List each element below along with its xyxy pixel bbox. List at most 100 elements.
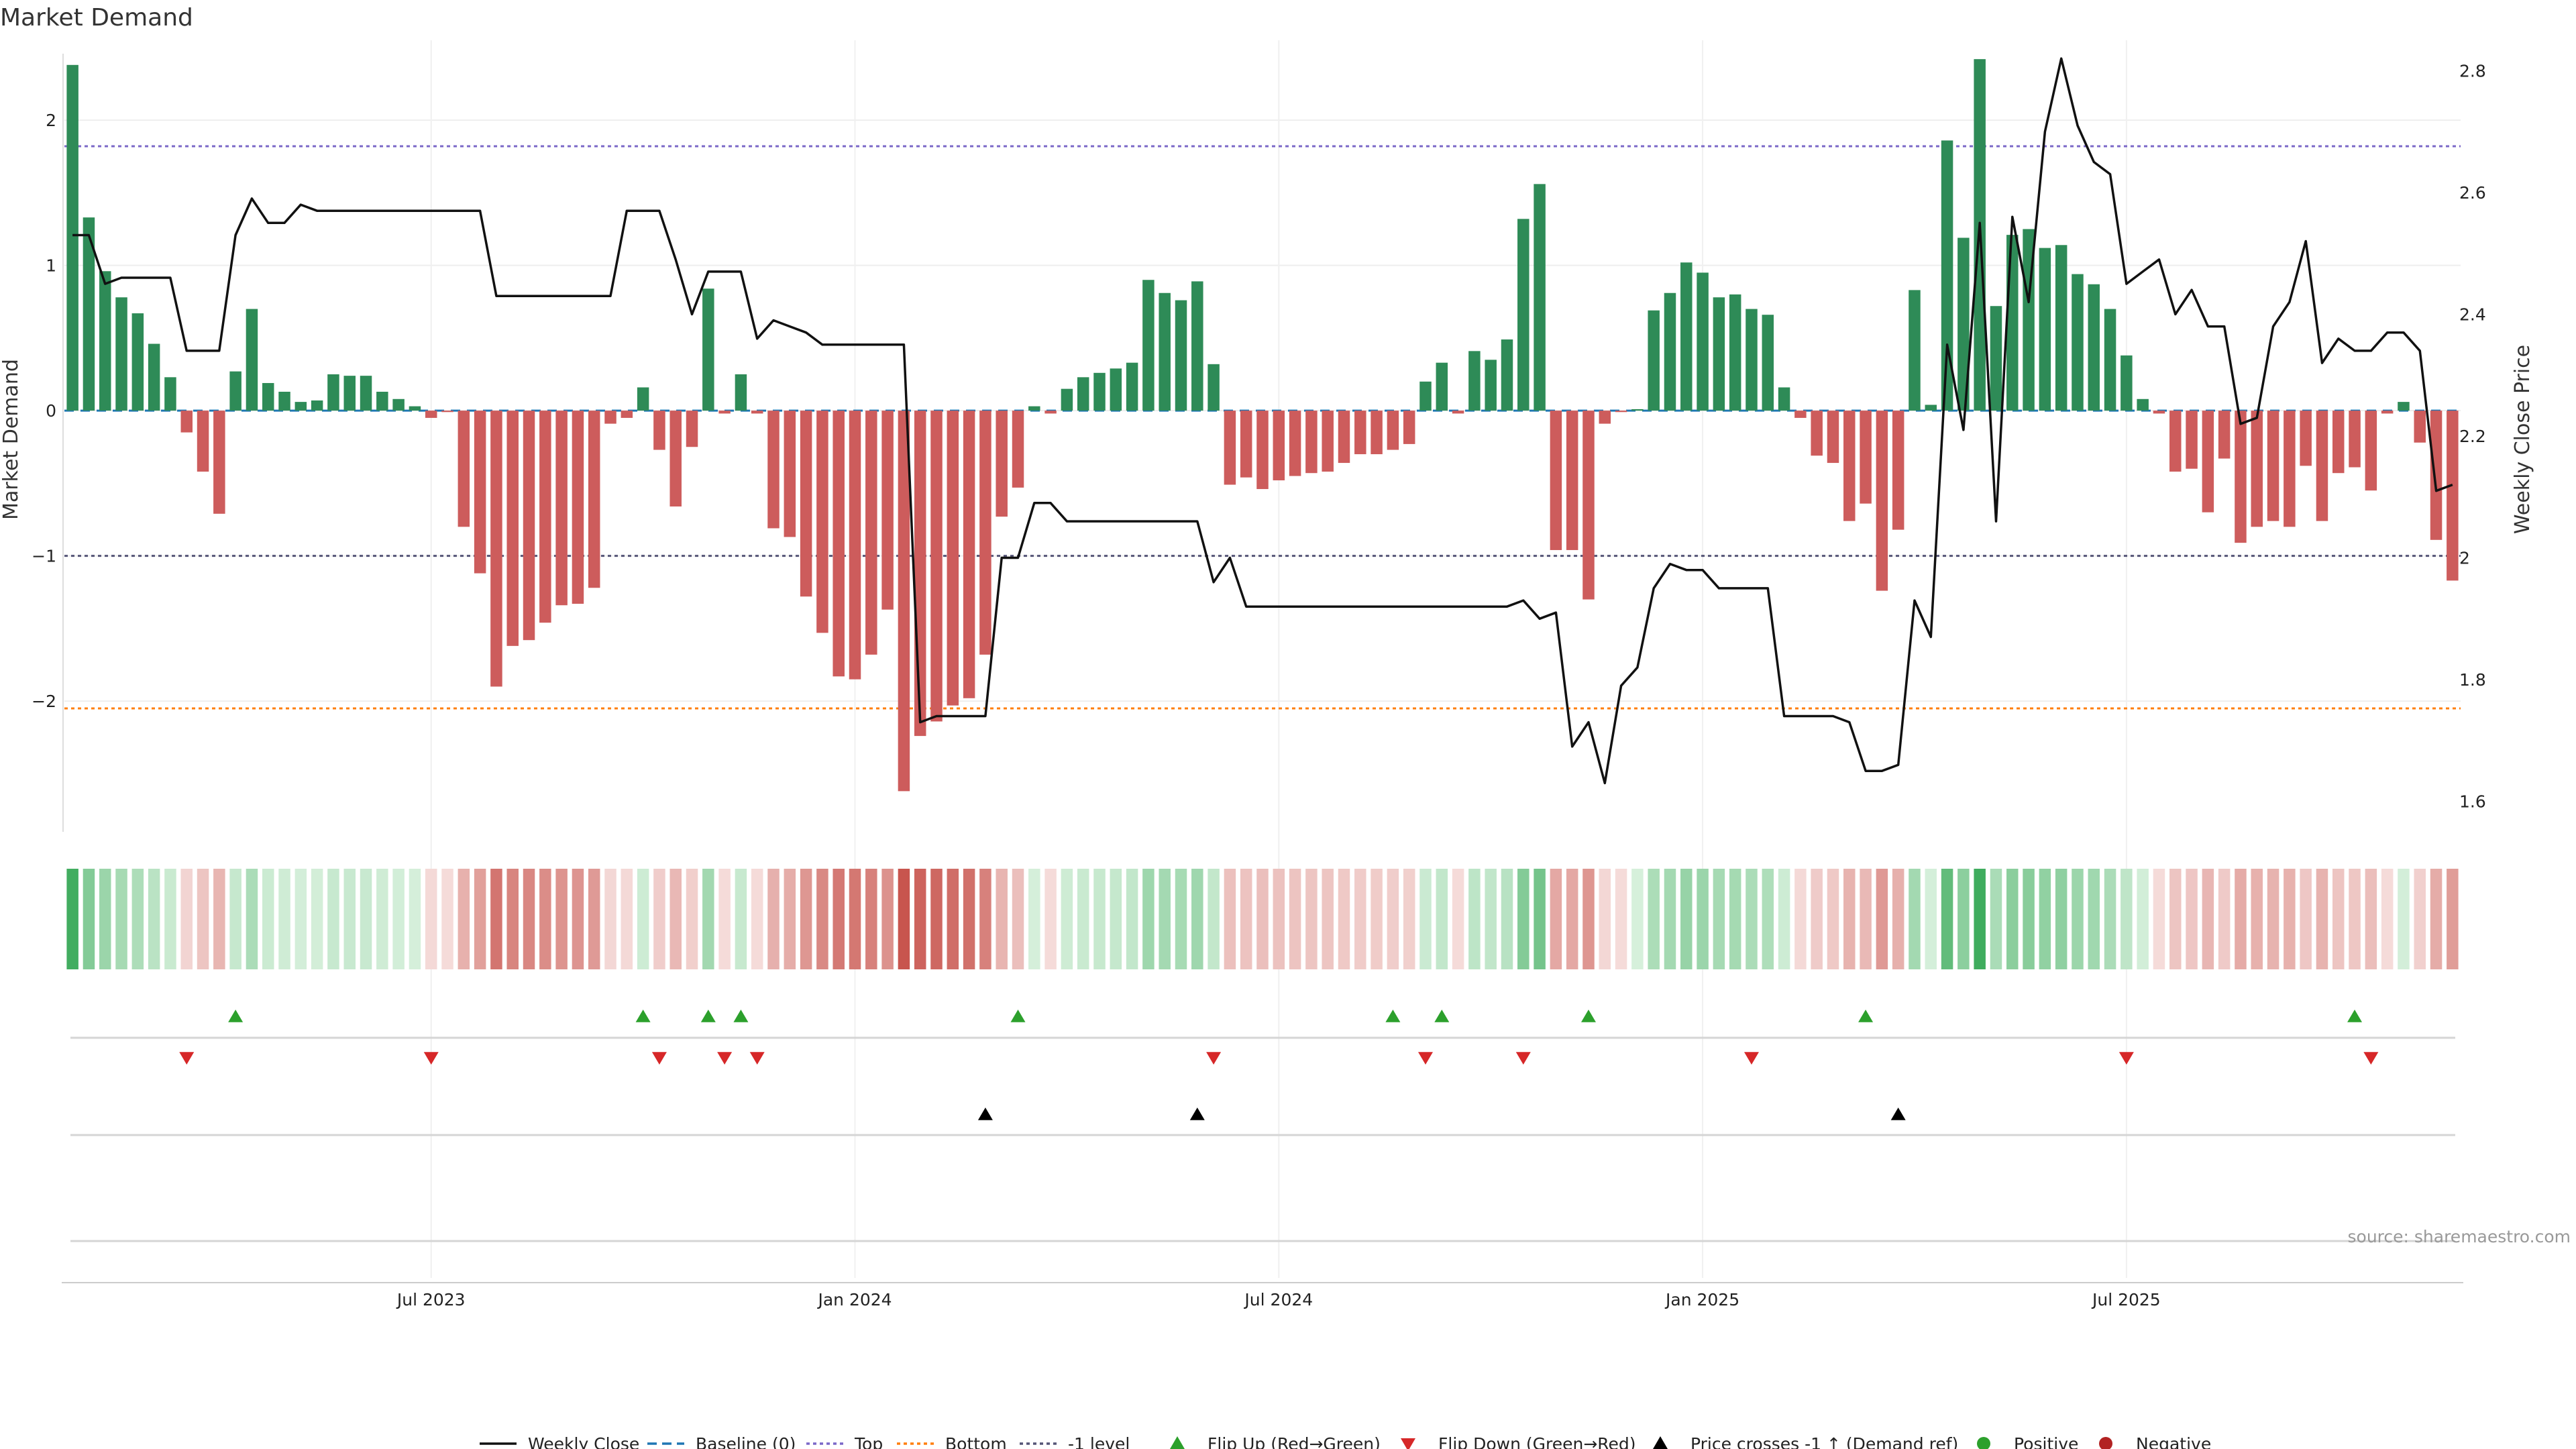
heat-cell <box>588 869 600 969</box>
heat-cell <box>1843 869 1856 969</box>
flip-down-marker <box>1515 1052 1531 1065</box>
demand-bar <box>653 411 665 450</box>
demand-bar <box>1093 372 1106 411</box>
flip-down-marker <box>651 1052 667 1065</box>
heat-cell <box>115 869 127 969</box>
legend-label: Bottom <box>945 1434 1007 1449</box>
heat-cell <box>1061 869 1073 969</box>
heat-cell <box>1664 869 1676 969</box>
heat-cell <box>83 869 95 969</box>
demand-bar <box>1452 411 1464 414</box>
y2-tick-label: 2.8 <box>2459 61 2486 80</box>
heat-cell <box>343 869 356 969</box>
demand-bar <box>1044 411 1057 414</box>
heat-cell <box>458 869 470 969</box>
demand-bar <box>1354 411 1366 455</box>
heat-cell <box>2186 869 2198 969</box>
heat-cell <box>1599 869 1611 969</box>
demand-bar <box>2365 411 2377 491</box>
x-tick-label: Jan 2024 <box>816 1290 892 1309</box>
flip-up-marker <box>1010 1010 1026 1022</box>
demand-bar <box>409 406 421 411</box>
demand-bar <box>1436 362 1448 411</box>
demand-bar <box>360 376 372 411</box>
y2-tick-label: 1.8 <box>2459 670 2486 690</box>
demand-bar <box>1729 294 1741 411</box>
demand-heat-strip <box>66 869 2459 969</box>
heat-cell <box>506 869 519 969</box>
demand-bar <box>1957 237 1970 411</box>
demand-bar <box>474 411 486 574</box>
demand-bar <box>2332 411 2345 474</box>
demand-bar <box>2398 402 2410 411</box>
heat-cell <box>2381 869 2394 969</box>
demand-bar <box>1061 388 1073 411</box>
demand-bar <box>343 376 356 411</box>
demand-bar <box>1224 411 1236 485</box>
demand-bar <box>2186 411 2198 469</box>
demand-bar <box>588 411 600 588</box>
heat-cell <box>1012 869 1024 969</box>
y2-axis-label: Weekly Close Price <box>2511 345 2534 534</box>
heat-cell <box>1794 869 1807 969</box>
demand-bar <box>669 411 682 507</box>
demand-bar <box>1827 411 1839 464</box>
price-cross-marker <box>977 1108 993 1120</box>
y2-tick-label: 2 <box>2459 549 2470 568</box>
heat-cell <box>523 869 535 969</box>
heat-cell <box>1419 869 1432 969</box>
price-cross-marker <box>1890 1108 1906 1120</box>
demand-bar <box>686 411 698 447</box>
demand-bar <box>1599 411 1611 424</box>
heat-cell <box>604 869 616 969</box>
demand-bar <box>1746 309 1758 411</box>
chart-title: Market Demand <box>0 4 193 32</box>
flip-up-marker <box>733 1010 749 1022</box>
heat-cell <box>1452 869 1464 969</box>
demand-bar <box>1631 409 1644 411</box>
heat-cell <box>1485 869 1497 969</box>
heat-cell <box>1517 869 1529 969</box>
demand-bar <box>1713 297 1725 411</box>
heat-cell <box>1110 869 1122 969</box>
demand-bar <box>1534 184 1546 411</box>
legend-swatch <box>2099 1437 2112 1449</box>
heat-cell <box>1159 869 1171 969</box>
heat-cell <box>2202 869 2214 969</box>
demand-bar <box>849 411 861 680</box>
x-tick-label: Jul 2025 <box>2091 1290 2161 1309</box>
demand-bar <box>2447 411 2459 581</box>
demand-bar <box>2235 411 2247 543</box>
demand-bars <box>66 59 2459 792</box>
heat-cell <box>1648 869 1660 969</box>
heat-cell <box>2055 869 2068 969</box>
heat-cell <box>1322 869 1334 969</box>
heat-cell <box>2153 869 2165 969</box>
heat-cell <box>2121 869 2133 969</box>
flip-down-marker <box>2363 1052 2379 1065</box>
demand-bar <box>1697 272 1709 411</box>
legend-swatch <box>1653 1436 1668 1449</box>
heat-cell <box>2088 869 2100 969</box>
heat-cell <box>1827 869 1839 969</box>
heat-cell <box>327 869 339 969</box>
heat-cell <box>963 869 975 969</box>
demand-bar <box>1615 411 1627 413</box>
flip-down-marker <box>179 1052 195 1065</box>
demand-bar <box>1485 360 1497 411</box>
heat-cell <box>1631 869 1644 969</box>
legend-swatch <box>1401 1438 1415 1449</box>
heat-cell <box>637 869 649 969</box>
demand-bar <box>441 411 453 413</box>
heat-cell <box>1860 869 1872 969</box>
heat-cell <box>1762 869 1774 969</box>
demand-bar <box>996 411 1008 517</box>
demand-bar <box>735 374 747 411</box>
heat-cell <box>425 869 437 969</box>
demand-bar <box>1468 351 1481 411</box>
heat-cell <box>2398 869 2410 969</box>
demand-bar <box>2121 355 2133 411</box>
demand-bar <box>865 411 877 655</box>
flip-down-marker <box>1417 1052 1433 1065</box>
heat-cell <box>2300 869 2312 969</box>
